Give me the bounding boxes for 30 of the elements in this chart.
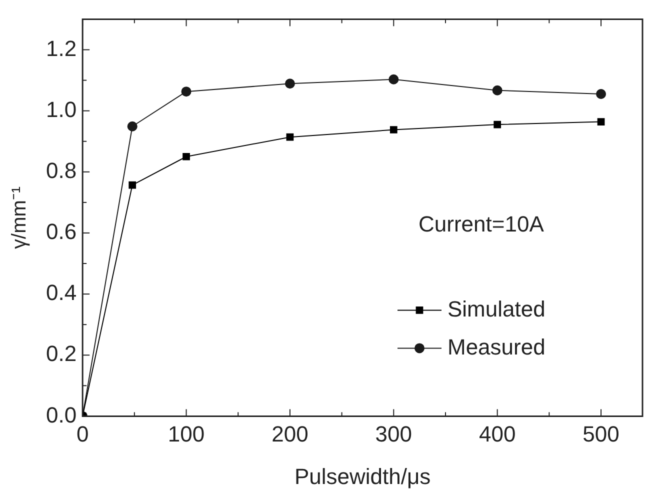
y-tick-label: 0.6 (46, 219, 77, 244)
y-tick-label: 1.0 (46, 96, 77, 122)
x-tick-label: 300 (375, 421, 412, 446)
y-axis-title: γ/mm⁻¹ (8, 186, 31, 249)
x-tick-label: 200 (272, 421, 308, 446)
point (390, 126, 398, 134)
x-tick-label: 400 (478, 421, 516, 446)
y-tick-label: 0.8 (46, 158, 77, 183)
point (388, 74, 399, 84)
x-tick-label: 500 (582, 421, 620, 446)
point (596, 89, 606, 100)
y-tick-label: 1.2 (46, 36, 77, 61)
point (128, 181, 136, 189)
point (182, 152, 190, 160)
point (494, 120, 502, 128)
annotation: Current=10A (418, 212, 544, 237)
y-tick-label: 0.2 (46, 341, 77, 366)
point (284, 78, 295, 89)
x-axis-title: Pulsewidth/μs (294, 464, 431, 489)
legend-label: Measured (448, 334, 546, 360)
x-tick-label: 0 (76, 421, 89, 446)
point (181, 86, 192, 97)
point (597, 118, 605, 126)
point (127, 121, 138, 132)
y-tick-label: 0.0 (46, 402, 77, 428)
x-tick-label: 100 (168, 421, 205, 446)
point (286, 133, 294, 141)
y-tick-label: 0.4 (46, 280, 77, 306)
legend-label: Simulated (448, 296, 546, 322)
point (492, 85, 502, 96)
